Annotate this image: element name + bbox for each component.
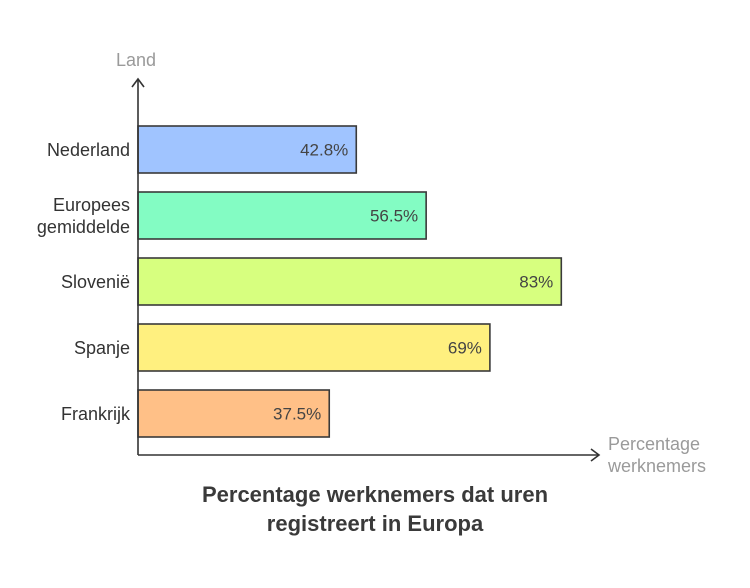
y-axis-title: Land	[116, 50, 157, 70]
category-label-4: Frankrijk	[60, 403, 130, 424]
bars-group: 42.8% 56.5% 83% 69% 37.5%	[137, 125, 563, 438]
bar-value-label-1: 56.5%	[370, 207, 418, 226]
x-axis-title: Percentage werknemers	[608, 434, 707, 476]
category-label-1: Europees gemiddelde	[36, 194, 130, 237]
axes-group	[131, 77, 601, 462]
bar-0	[137, 125, 358, 174]
category-label-3: Spanje	[73, 337, 130, 358]
category-label-0: Nederland	[46, 139, 130, 160]
chart-title: Percentage werknemers dat uren registree…	[201, 482, 549, 536]
bar-1	[137, 191, 427, 240]
bar-value-label-0: 42.8%	[300, 141, 348, 160]
bar-2	[137, 257, 563, 306]
bar-value-label-2: 83%	[519, 273, 553, 292]
bar-value-label-3: 69%	[448, 339, 482, 358]
bar-3	[137, 323, 491, 372]
y-axis-arrow	[131, 77, 145, 88]
bar-4	[137, 389, 331, 438]
category-label-2: Slovenië	[60, 271, 130, 292]
bar-value-label-4: 37.5%	[273, 405, 321, 424]
x-axis-arrow	[590, 448, 601, 462]
